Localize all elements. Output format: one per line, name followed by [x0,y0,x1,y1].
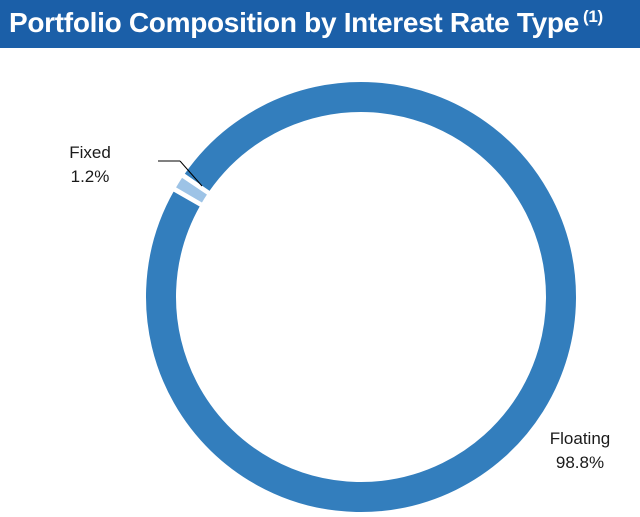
page-title: Portfolio Composition by Interest Rate T… [9,5,603,41]
slice-label-fixed-value: 1.2% [71,167,110,186]
header-bar: Portfolio Composition by Interest Rate T… [0,0,640,48]
slice-label-floating-value: 98.8% [556,453,604,472]
fixed-leader-line-diagonal [179,160,203,187]
donut-slice-fixed [173,175,210,206]
title-text: Portfolio Composition by Interest Rate T… [9,7,579,38]
donut-slices [144,80,578,515]
slice-label-floating-name: Floating [550,429,610,448]
donut-slice-floating [144,80,578,515]
slice-label-fixed-name: Fixed [69,143,111,162]
footnote-marker: (1) [582,6,603,26]
